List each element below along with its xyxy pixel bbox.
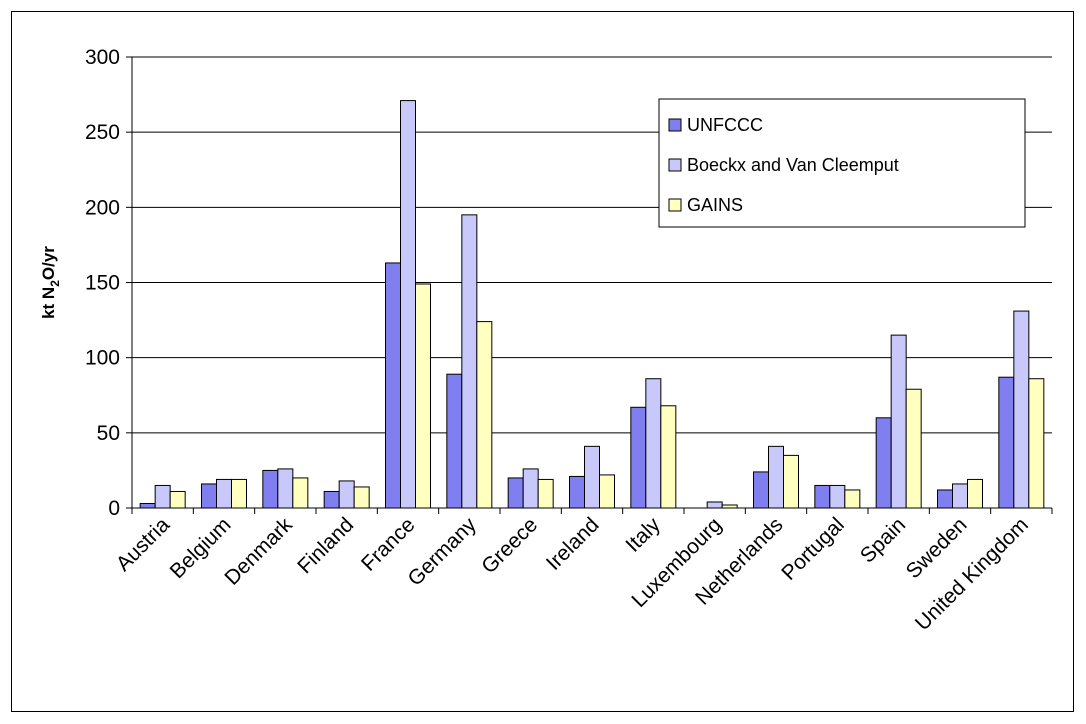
bar-france-boeckx-and-van-cleemput: [400, 100, 416, 509]
legend-label: UNFCCC: [687, 115, 763, 135]
legend-label: Boeckx and Van Cleemput: [687, 155, 899, 175]
bar-spain-unfccc: [875, 417, 892, 509]
bar-netherlands-unfccc: [753, 471, 769, 509]
bar-luxembourg-boeckx-and-van-cleemput: [706, 501, 723, 509]
bar-finland-boeckx-and-van-cleemput: [338, 480, 355, 509]
bar-spain-boeckx-and-van-cleemput: [890, 334, 907, 509]
bar-france-gains: [415, 283, 431, 509]
bar-austria-unfccc: [139, 502, 156, 509]
x-tick-label: United Kingdom: [911, 513, 1033, 635]
bar-germany-gains: [476, 321, 493, 509]
bar-italy-boeckx-and-van-cleemput: [645, 378, 662, 509]
bar-denmark-unfccc: [262, 469, 279, 509]
y-tick-label: 0: [108, 497, 120, 520]
bar-sweden-boeckx-and-van-cleemput: [952, 483, 968, 509]
x-tick-labels: AustriaBelgiumDenmarkFinlandFranceGerman…: [112, 513, 1033, 635]
bar-ireland-boeckx-and-van-cleemput: [584, 445, 600, 509]
bar-finland-unfccc: [323, 490, 340, 509]
bar-italy-gains: [660, 405, 677, 509]
bar-united-kingdom-gains: [1028, 378, 1045, 509]
bar-portugal-gains: [844, 489, 861, 509]
legend-box: [658, 98, 1026, 228]
bar-austria-gains: [169, 490, 186, 509]
bar-austria-boeckx-and-van-cleemput: [154, 484, 171, 509]
y-tick-label: 300: [85, 46, 120, 69]
legend: UNFCCC Boeckx and Van Cleemput GAINS: [658, 98, 1026, 228]
bar-netherlands-boeckx-and-van-cleemput: [768, 445, 784, 509]
y-axis-title-prefix: kt N: [39, 287, 58, 319]
bar-portugal-boeckx-and-van-cleemput: [829, 484, 846, 509]
y-axis-title: kt N2O/yr: [39, 246, 62, 319]
bar-denmark-boeckx-and-van-cleemput: [277, 468, 294, 509]
x-tick-label: Italy: [621, 513, 665, 557]
bar-finland-gains: [353, 486, 370, 509]
bar-greece-boeckx-and-van-cleemput: [522, 468, 539, 509]
y-tick-label: 50: [97, 422, 120, 445]
bar-france-unfccc: [385, 262, 401, 509]
bar-netherlands-gains: [783, 454, 799, 509]
bar-portugal-unfccc: [814, 484, 831, 509]
x-tick-label: Denmark: [220, 513, 297, 590]
bar-chart: 0 50 100 150 200 250 300 AustriaBelgiumDenmark…: [39, 46, 1053, 635]
chart-frame: 0 50 100 150 200 250 300 Austria Belgium Denmark…: [11, 11, 1074, 712]
bar-belgium-unfccc: [201, 483, 217, 509]
bar-germany-boeckx-and-van-cleemput: [461, 214, 478, 509]
bar-sweden-unfccc: [937, 489, 953, 509]
axes: [131, 57, 1052, 509]
bars: [139, 100, 1045, 509]
bar-greece-gains: [537, 478, 554, 509]
y-tick-label: 250: [85, 121, 120, 144]
bar-greece-unfccc: [507, 477, 524, 509]
x-tick-label: Ireland: [542, 513, 604, 575]
x-tick-label: Finland: [293, 513, 358, 578]
bar-belgium-gains: [231, 478, 247, 509]
legend-swatch: [668, 158, 682, 172]
bar-sweden-gains: [967, 478, 983, 509]
x-tick-label: Greece: [477, 513, 542, 578]
legend-label: GAINS: [687, 195, 743, 215]
y-tick-label: 150: [85, 272, 120, 295]
bar-ireland-gains: [599, 474, 615, 509]
bar-united-kingdom-boeckx-and-van-cleemput: [1013, 310, 1030, 509]
y-tick-labels: 0 50 100 150 200 250 300: [85, 46, 120, 520]
legend-swatch: [668, 198, 682, 212]
y-axis-title-subscript: 2: [48, 280, 62, 287]
bar-spain-gains: [905, 388, 922, 509]
legend-swatch: [668, 118, 682, 132]
y-tick-label: 100: [85, 347, 120, 370]
y-tick-label: 200: [85, 196, 120, 219]
x-tick-label: Spain: [856, 513, 910, 567]
x-tick-label: Portugal: [777, 513, 849, 585]
bar-united-kingdom-unfccc: [998, 376, 1015, 509]
bar-belgium-boeckx-and-van-cleemput: [216, 478, 232, 509]
bar-ireland-unfccc: [569, 475, 585, 509]
bar-germany-unfccc: [446, 373, 463, 509]
bar-italy-unfccc: [630, 406, 647, 509]
bar-denmark-gains: [292, 477, 309, 509]
y-axis-title-suffix: O/yr: [39, 246, 58, 280]
x-tick-label: Germany: [404, 513, 482, 591]
